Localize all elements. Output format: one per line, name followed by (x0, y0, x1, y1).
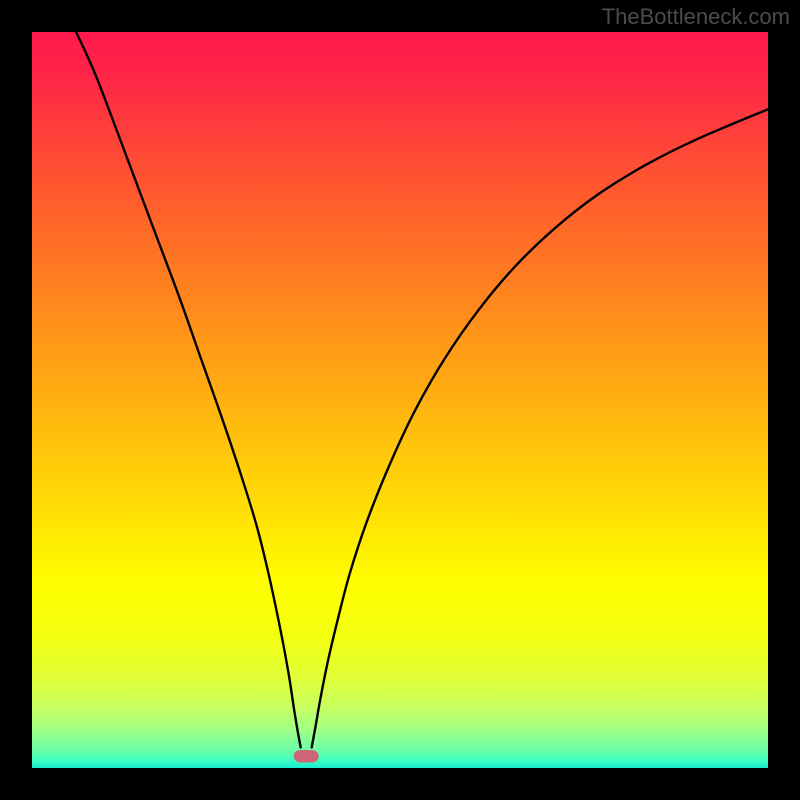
vertex-marker (294, 750, 319, 763)
plot-area (32, 32, 768, 768)
gradient-background (32, 32, 768, 768)
watermark-text: TheBottleneck.com (602, 4, 790, 30)
chart-container: TheBottleneck.com (0, 0, 800, 800)
